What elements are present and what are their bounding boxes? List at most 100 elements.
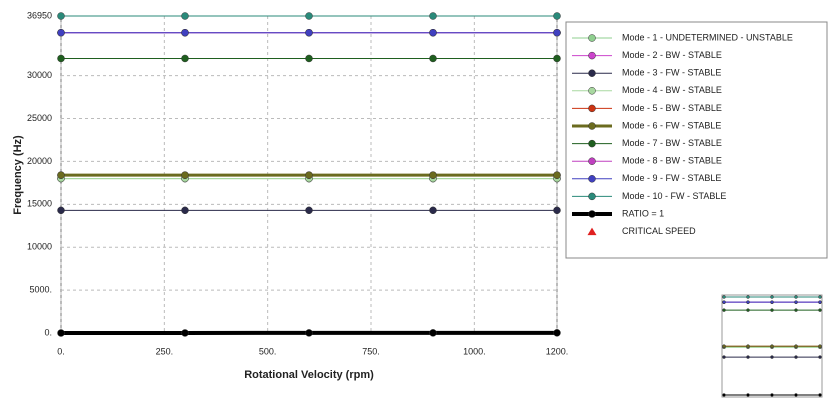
legend-label: RATIO = 1 [622, 208, 664, 218]
overview-point [770, 295, 774, 299]
data-point [181, 54, 189, 63]
data-point [181, 171, 189, 179]
legend-label: Mode - 6 - FW - STABLE [622, 120, 721, 130]
data-point [305, 54, 313, 63]
data-point [57, 12, 65, 20]
overview-point [818, 295, 822, 299]
data-point [305, 28, 313, 37]
overview-point [722, 344, 726, 348]
y-tick-label: 15000 [27, 199, 52, 209]
data-point [429, 28, 437, 37]
data-point [181, 12, 189, 20]
overview-point [794, 344, 798, 348]
legend-label: Mode - 3 - FW - STABLE [622, 68, 721, 78]
y-axis-title: Frequency (Hz) [12, 135, 24, 215]
overview-point [746, 300, 750, 304]
overview-point [722, 295, 726, 299]
legend-marker [588, 157, 596, 165]
legend-marker [588, 139, 596, 148]
data-point [553, 171, 561, 179]
data-point [305, 12, 313, 20]
legend-marker [587, 227, 597, 236]
legend-label: Mode - 1 - UNDETERMINED - UNSTABLE [622, 32, 793, 42]
x-tick-label: 500. [259, 346, 277, 356]
overview-point [818, 355, 822, 359]
x-tick-label: 750. [362, 346, 380, 356]
overview-point [794, 308, 798, 312]
overview-point [746, 295, 750, 299]
legend-marker [588, 34, 596, 42]
legend-marker [588, 51, 596, 60]
data-point [429, 12, 437, 20]
x-tick-label: 1200. [546, 346, 569, 356]
overview-point [722, 355, 726, 359]
data-point [181, 329, 189, 337]
y-tick-label: 0. [44, 327, 52, 337]
legend-marker [588, 122, 596, 130]
overview-point [722, 308, 726, 312]
legend-marker [588, 210, 596, 218]
data-point [553, 206, 561, 215]
overview-point [770, 300, 774, 304]
legend-label: Mode - 4 - BW - STABLE [622, 85, 722, 95]
overview-point [770, 393, 774, 397]
overview-point [770, 344, 774, 348]
legend-label: CRITICAL SPEED [622, 226, 696, 236]
overview-point [722, 300, 726, 304]
legend-marker [588, 175, 596, 183]
data-point [553, 28, 561, 37]
y-tick-label: 20000 [27, 156, 52, 166]
overview-point [818, 300, 822, 304]
data-point [305, 206, 313, 215]
overview-point [818, 344, 822, 348]
x-tick-label: 250. [156, 346, 174, 356]
overview-point [746, 344, 750, 348]
legend-label: Mode - 10 - FW - STABLE [622, 191, 726, 201]
y-tick-label: 30000 [27, 70, 52, 80]
overview-point [794, 355, 798, 359]
y-tick-label: 25000 [27, 113, 52, 123]
data-point [57, 28, 65, 37]
data-point [429, 54, 437, 63]
data-point [181, 28, 189, 37]
data-point [553, 12, 561, 20]
overview-point [770, 308, 774, 312]
x-axis-title: Rotational Velocity (rpm) [244, 369, 374, 381]
data-point [553, 54, 561, 63]
data-point [429, 171, 437, 179]
legend-marker [588, 87, 596, 95]
legend-marker [588, 192, 596, 201]
data-point [57, 329, 65, 337]
data-point [181, 206, 189, 215]
overview-point [818, 308, 822, 312]
data-point [57, 206, 65, 215]
legend-marker [588, 104, 596, 113]
overview-point [770, 355, 774, 359]
legend-label: Mode - 8 - BW - STABLE [622, 156, 722, 166]
overview-point [746, 355, 750, 359]
data-point [57, 54, 65, 63]
legend-box [565, 21, 828, 259]
overview-point [722, 393, 726, 397]
legend-marker [588, 69, 596, 77]
overview-point [794, 295, 798, 299]
data-point [553, 329, 561, 337]
overview-point [746, 308, 750, 312]
overview-point [794, 393, 798, 397]
overview-point [794, 300, 798, 304]
overview-point [818, 393, 822, 397]
y-tick-label: 5000. [29, 284, 52, 294]
data-point [429, 329, 437, 337]
legend-label: Mode - 9 - FW - STABLE [622, 173, 721, 183]
y-tick-label: 36950 [27, 10, 52, 20]
data-point [305, 329, 313, 337]
x-tick-label: 0. [57, 346, 65, 356]
legend-label: Mode - 7 - BW - STABLE [622, 138, 722, 148]
data-point [57, 171, 65, 179]
y-tick-label: 10000 [27, 242, 52, 252]
legend-label: Mode - 2 - BW - STABLE [622, 50, 722, 60]
legend-label: Mode - 5 - BW - STABLE [622, 103, 722, 113]
data-point [429, 206, 437, 215]
x-tick-label: 1000. [463, 346, 486, 356]
